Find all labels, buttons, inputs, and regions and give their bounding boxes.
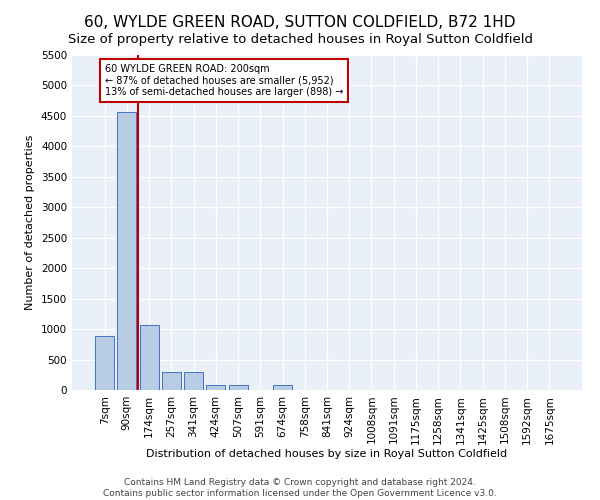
Bar (206, 384, 225, 390)
Bar (184, 372, 203, 390)
Bar (273, 385, 292, 390)
Bar (95, 336, 114, 390)
X-axis label: Distribution of detached houses by size in Royal Sutton Coldfield: Distribution of detached houses by size … (146, 449, 508, 459)
Text: Size of property relative to detached houses in Royal Sutton Coldfield: Size of property relative to detached ho… (67, 32, 533, 46)
Bar (118, 112, 136, 390)
Text: Contains HM Land Registry data © Crown copyright and database right 2024.
Contai: Contains HM Land Registry data © Crown c… (103, 478, 497, 498)
Text: 60, WYLDE GREEN ROAD, SUTTON COLDFIELD, B72 1HD: 60, WYLDE GREEN ROAD, SUTTON COLDFIELD, … (84, 15, 516, 30)
Bar (229, 385, 248, 390)
Y-axis label: Number of detached properties: Number of detached properties (25, 135, 35, 310)
Text: 60 WYLDE GREEN ROAD: 200sqm
← 87% of detached houses are smaller (5,952)
13% of : 60 WYLDE GREEN ROAD: 200sqm ← 87% of det… (105, 64, 343, 98)
Bar (162, 372, 181, 390)
Bar (140, 326, 158, 390)
